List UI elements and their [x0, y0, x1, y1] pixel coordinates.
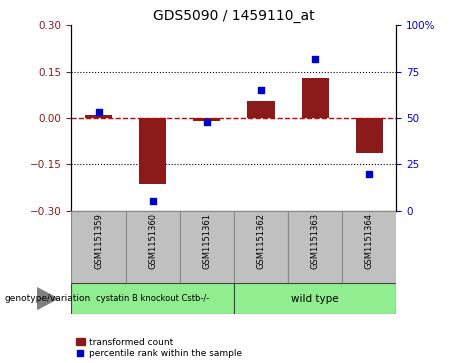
Bar: [139, 118, 166, 184]
Bar: [301, 78, 329, 118]
Text: GSM1151364: GSM1151364: [365, 213, 374, 269]
Text: genotype/variation: genotype/variation: [5, 294, 91, 303]
Bar: [356, 118, 383, 154]
Point: [366, 171, 373, 176]
Point: [203, 119, 211, 125]
Legend: transformed count, percentile rank within the sample: transformed count, percentile rank withi…: [76, 338, 242, 359]
Text: GSM1151361: GSM1151361: [202, 213, 212, 269]
Point: [257, 87, 265, 93]
Bar: [288, 211, 342, 283]
Text: GSM1151359: GSM1151359: [94, 213, 103, 269]
Title: GDS5090 / 1459110_at: GDS5090 / 1459110_at: [153, 9, 315, 23]
Text: wild type: wild type: [291, 294, 339, 303]
Bar: [85, 115, 112, 118]
Bar: [193, 118, 220, 121]
Point: [312, 56, 319, 62]
Bar: [71, 283, 234, 314]
Bar: [234, 211, 288, 283]
Point: [149, 198, 156, 204]
Text: cystatin B knockout Cstb-/-: cystatin B knockout Cstb-/-: [96, 294, 209, 303]
Bar: [342, 211, 396, 283]
Point: [95, 110, 102, 115]
Bar: [71, 211, 125, 283]
Text: GSM1151363: GSM1151363: [311, 213, 320, 269]
Text: GSM1151360: GSM1151360: [148, 213, 157, 269]
Bar: [125, 211, 180, 283]
Bar: [180, 211, 234, 283]
Text: GSM1151362: GSM1151362: [256, 213, 266, 269]
Bar: [234, 283, 396, 314]
Bar: [248, 101, 275, 118]
Polygon shape: [37, 287, 58, 309]
